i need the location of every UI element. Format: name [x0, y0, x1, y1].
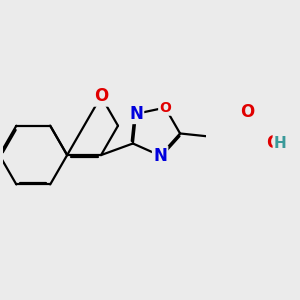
- Text: H: H: [274, 136, 286, 151]
- Text: O: O: [159, 100, 171, 115]
- Text: N: N: [153, 147, 167, 165]
- Text: O: O: [266, 134, 280, 152]
- Text: N: N: [129, 105, 143, 123]
- Text: O: O: [240, 103, 254, 121]
- Text: O: O: [94, 87, 108, 105]
